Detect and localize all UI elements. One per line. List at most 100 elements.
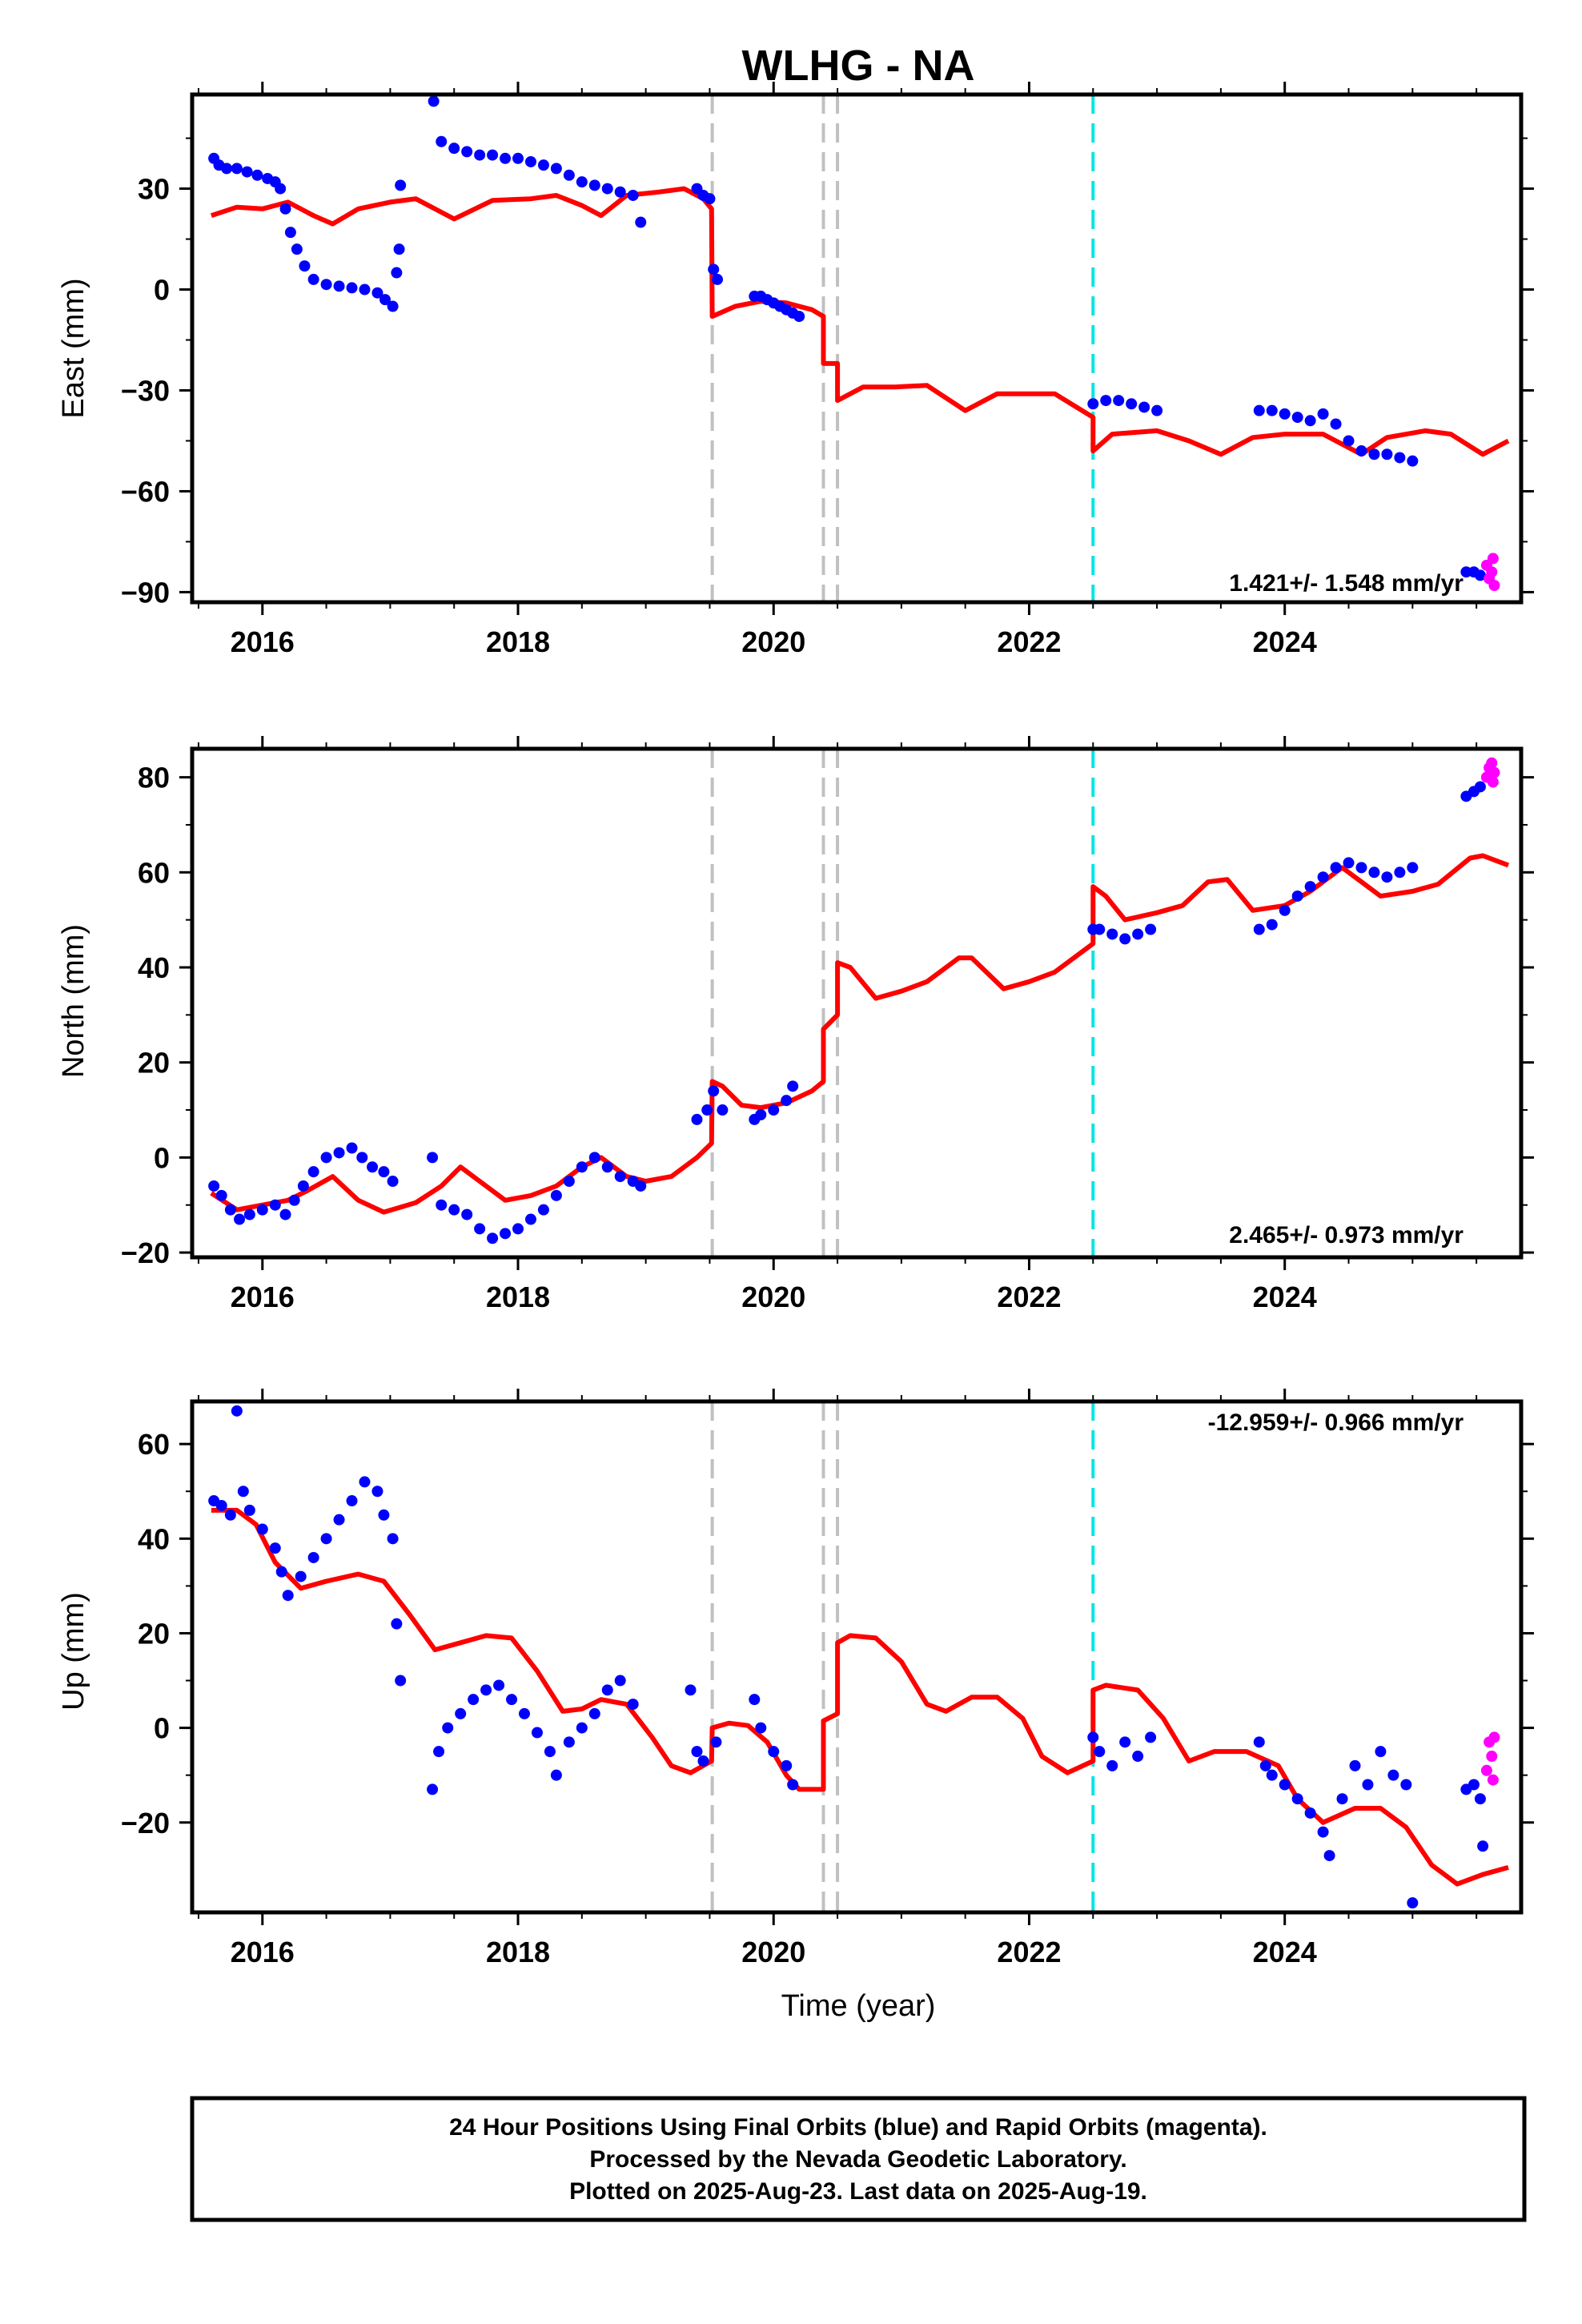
up-rapid-point: [1487, 1774, 1499, 1786]
east-final-point: [221, 163, 233, 175]
north-final-point: [1381, 871, 1393, 883]
north-final-point: [1132, 928, 1144, 940]
footer-line-3: Plotted on 2025-Aug-23. Last data on 202…: [569, 2178, 1147, 2205]
east-final-point: [708, 263, 720, 275]
east-final-point: [395, 179, 407, 191]
up-y-tick-label: 40: [138, 1522, 170, 1555]
east-final-point: [1381, 448, 1393, 460]
east-final-point: [284, 227, 296, 239]
east-final-point: [474, 149, 486, 161]
north-y-tick-label: 20: [138, 1047, 170, 1080]
east-rapid-point: [1488, 580, 1500, 592]
up-final-point: [433, 1746, 445, 1758]
up-final-point: [685, 1684, 697, 1696]
north-final-point: [524, 1213, 536, 1225]
east-model-curve: [210, 186, 1510, 457]
north-final-point: [576, 1161, 588, 1173]
up-final-point: [1349, 1759, 1361, 1771]
up-final-point: [493, 1679, 505, 1691]
north-final-point: [1355, 862, 1367, 874]
east-x-tick-label: 2024: [1253, 625, 1317, 658]
up-final-point: [282, 1590, 294, 1602]
east-final-point: [346, 282, 358, 294]
north-final-point: [448, 1204, 460, 1216]
east-final-point: [251, 169, 263, 181]
east-x-tick-label: 2020: [741, 625, 805, 658]
east-final-point: [1113, 395, 1125, 407]
east-final-point: [563, 169, 575, 181]
east-final-point: [588, 179, 600, 191]
north-final-point: [297, 1180, 309, 1192]
footer-line-1: 24 Hour Positions Using Final Orbits (bl…: [449, 2114, 1267, 2141]
east-y-tick-label: −30: [121, 374, 170, 407]
east-final-point: [1355, 445, 1367, 457]
north-final-point: [474, 1223, 486, 1235]
east-final-point: [279, 203, 291, 215]
up-final-point: [550, 1769, 562, 1781]
east-plot-frame: [190, 92, 1524, 605]
east-final-point: [1138, 401, 1150, 413]
north-final-point: [717, 1104, 729, 1116]
up-final-point: [519, 1707, 530, 1719]
up-x-tick-label: 2020: [741, 1936, 805, 1968]
east-final-point: [391, 267, 403, 279]
east-final-point: [537, 159, 549, 171]
north-y-tick-label: 80: [138, 762, 170, 794]
east-final-point: [1279, 408, 1291, 420]
east-final-point: [550, 163, 562, 175]
north-final-point: [1266, 919, 1278, 931]
east-final-point: [1394, 452, 1406, 464]
up-final-point: [1387, 1769, 1399, 1781]
up-x-tick-label: 2022: [997, 1936, 1061, 1968]
up-final-point: [359, 1476, 371, 1488]
east-final-point: [1460, 566, 1472, 578]
up-final-point: [755, 1722, 767, 1734]
up-final-point: [781, 1759, 793, 1771]
up-rapid-point: [1488, 1731, 1500, 1743]
east-final-point: [1474, 569, 1486, 581]
north-final-point: [1094, 923, 1106, 935]
east-axes-layer: 2016 2018 2020 2022 2024 −90 −60 −30 0 30: [121, 82, 1534, 658]
up-final-point: [387, 1533, 399, 1545]
up-final-point: [1106, 1759, 1118, 1771]
up-final-point: [1132, 1751, 1144, 1763]
up-axes-layer: 2016 2018 2020 2022 2024 −20 0 20 40 60: [121, 1389, 1534, 1968]
east-final-point: [1291, 412, 1303, 424]
east-final-point: [712, 273, 724, 285]
up-plot-frame: [190, 1399, 1524, 1915]
east-final-point: [299, 260, 311, 272]
north-final-point: [307, 1166, 319, 1178]
up-final-point: [1477, 1840, 1489, 1852]
north-y-tick-label: 0: [154, 1141, 170, 1174]
east-points-layer: [208, 95, 1500, 592]
north-final-point: [279, 1208, 291, 1220]
up-final-point: [480, 1684, 492, 1696]
up-final-point: [1336, 1793, 1348, 1805]
north-final-point: [234, 1213, 246, 1225]
up-final-point: [275, 1566, 287, 1578]
north-x-tick-label: 2024: [1253, 1281, 1317, 1313]
north-final-point: [356, 1152, 368, 1164]
north-axes-layer: 2016 2018 2020 2022 2024 −20 0 20 40 60 80: [121, 736, 1534, 1313]
up-y-axis-label: Up (mm): [57, 1592, 90, 1711]
north-final-point: [346, 1142, 358, 1154]
north-rapid-point: [1487, 776, 1499, 788]
north-final-point: [601, 1161, 613, 1173]
up-final-point: [614, 1675, 626, 1687]
up-final-point: [1087, 1731, 1099, 1743]
north-final-point: [333, 1147, 345, 1159]
east-y-axis-label: East (mm): [57, 278, 90, 418]
east-rapid-point: [1487, 553, 1499, 565]
footer-line-2: Processed by the Nevada Geodetic Laborat…: [589, 2146, 1126, 2173]
north-y-tick-label: 40: [138, 951, 170, 984]
east-final-point: [1330, 418, 1342, 430]
up-final-point: [563, 1736, 575, 1748]
east-final-point: [241, 166, 253, 178]
north-final-point: [215, 1189, 227, 1201]
east-final-point: [576, 176, 588, 188]
east-rapid-point: [1486, 566, 1498, 578]
north-final-point: [367, 1161, 379, 1173]
east-final-point: [393, 243, 405, 255]
up-y-tick-label: 0: [154, 1712, 170, 1745]
east-y-tick-label: −60: [121, 475, 170, 508]
